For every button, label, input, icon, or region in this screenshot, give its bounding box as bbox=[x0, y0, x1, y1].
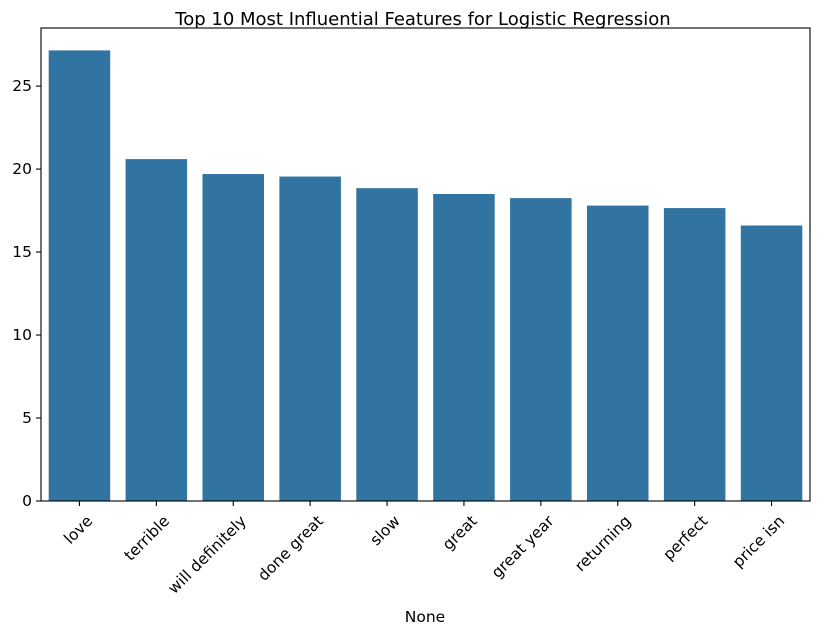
x-tick-label: slow bbox=[367, 512, 404, 549]
bar-done-great bbox=[279, 176, 341, 502]
y-axis: 0 5 10 15 20 25 bbox=[12, 77, 41, 510]
bar-great bbox=[433, 193, 495, 501]
x-tick-label: terrible bbox=[121, 512, 173, 564]
bars-group bbox=[48, 50, 803, 502]
x-tick-label: perfect bbox=[660, 512, 712, 564]
y-tick-label: 25 bbox=[12, 77, 32, 95]
x-tick-label: will definitely bbox=[165, 512, 250, 597]
bar-terrible bbox=[125, 159, 188, 501]
x-tick-label: returning bbox=[571, 512, 634, 575]
y-tick-label: 20 bbox=[12, 160, 32, 178]
bar-will-definitely bbox=[202, 174, 265, 501]
bar-perfect bbox=[663, 208, 726, 501]
y-tick-label: 10 bbox=[12, 326, 32, 344]
bar-price-isn bbox=[740, 225, 803, 502]
y-tick-label: 5 bbox=[22, 409, 32, 427]
bar-returning bbox=[586, 205, 649, 501]
x-axis-label: None bbox=[405, 608, 445, 626]
bar-love bbox=[48, 50, 111, 501]
chart-title: Top 10 Most Influential Features for Log… bbox=[174, 9, 670, 30]
y-tick-label: 15 bbox=[12, 243, 32, 261]
bar-slow bbox=[356, 188, 418, 502]
x-tick-label: great year bbox=[488, 512, 558, 582]
bar-great-year bbox=[510, 198, 572, 502]
plot-frame bbox=[40, 27, 811, 502]
x-tick-label: done great bbox=[254, 512, 327, 585]
x-tick-label: great bbox=[439, 512, 481, 554]
x-tick-label: price isn bbox=[729, 512, 788, 571]
y-tick-label: 0 bbox=[22, 492, 32, 510]
x-tick-label: love bbox=[60, 512, 96, 548]
